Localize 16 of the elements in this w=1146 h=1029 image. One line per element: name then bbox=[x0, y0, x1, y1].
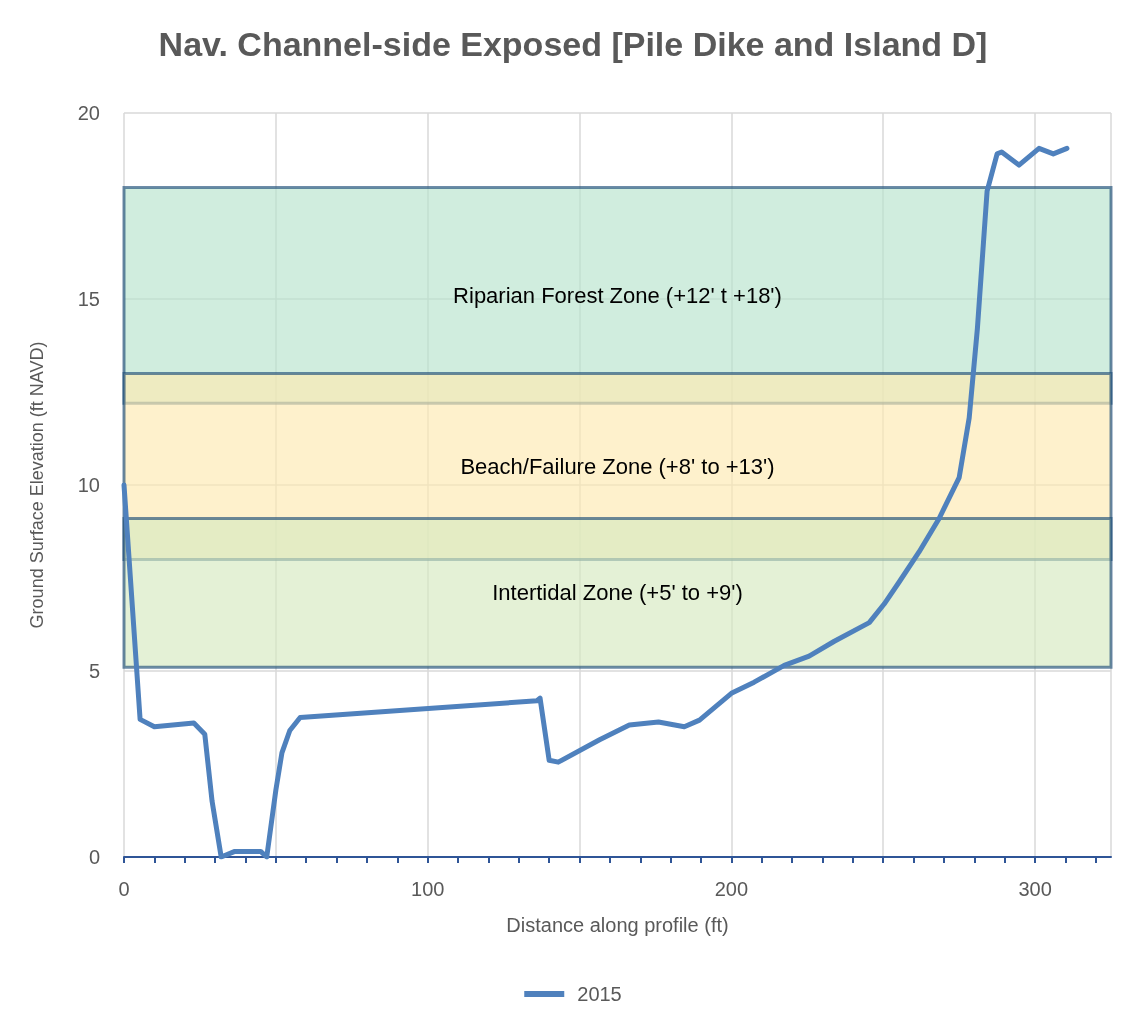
band-label: Beach/Failure Zone (+8' to +13') bbox=[460, 453, 775, 479]
band-label: Riparian Forest Zone (+12' t +18') bbox=[453, 282, 782, 308]
legend-label: 2015 bbox=[577, 983, 622, 1005]
x-tick-label: 300 bbox=[1018, 878, 1052, 900]
chart-title: Nav. Channel-side Exposed [Pile Dike and Island D] bbox=[158, 25, 988, 63]
band-label: Intertidal Zone (+5' to +9') bbox=[492, 580, 743, 606]
y-tick-label: 20 bbox=[77, 102, 100, 124]
x-tick-label: 0 bbox=[118, 878, 130, 900]
y-axis-title: Ground Surface Elevation (ft NAVD) bbox=[27, 341, 47, 629]
x-tick-label: 100 bbox=[411, 878, 445, 900]
y-tick-label: 0 bbox=[88, 846, 100, 868]
x-axis-title: Distance along profile (ft) bbox=[506, 914, 729, 936]
y-tick-label: 5 bbox=[88, 660, 100, 682]
x-tick-label: 200 bbox=[714, 878, 749, 900]
y-tick-label: 10 bbox=[77, 474, 100, 496]
y-tick-label: 15 bbox=[77, 288, 100, 310]
